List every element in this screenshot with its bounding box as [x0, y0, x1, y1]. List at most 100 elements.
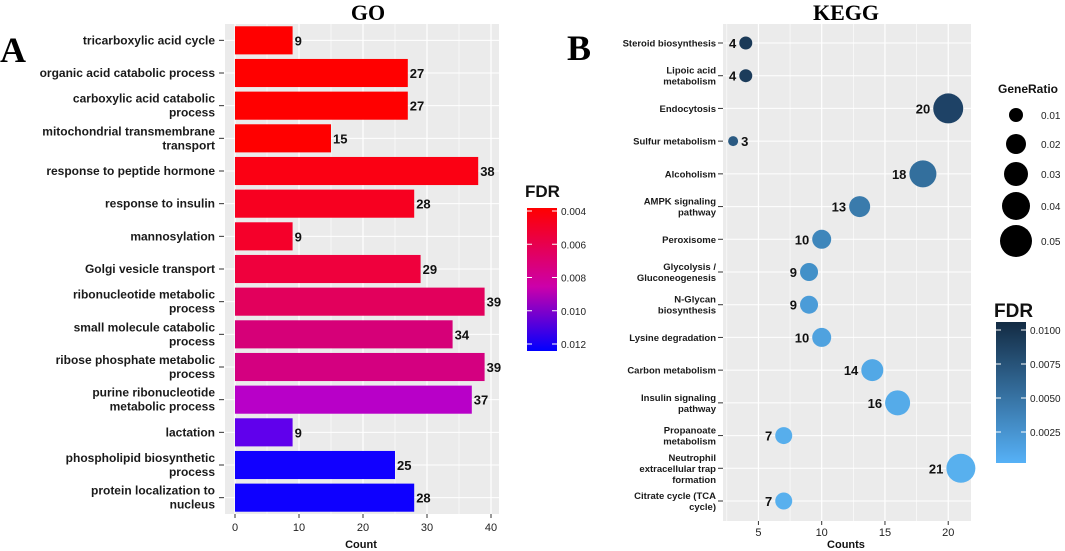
panel-letter-a: A — [0, 30, 26, 70]
kegg-x-axis-title: Counts — [827, 539, 865, 551]
kegg-x-tick-label: 5 — [755, 527, 761, 539]
go-legend-tick-label: 0.004 — [561, 207, 586, 218]
go-category-purine-ribonucleotide-metabolic-process: purine ribonucleotide metabolic process — [92, 386, 215, 414]
go-legend-tick-label: 0.008 — [561, 274, 586, 285]
kegg-legend-tick-label: 0.0050 — [1030, 394, 1061, 405]
go-data-label-tricarboxylic-acid-cycle: 9 — [295, 33, 302, 48]
go-data-label-organic-acid-catabolic-process: 27 — [410, 66, 424, 81]
kegg-data-label-propanoate-metabolism: 7 — [765, 429, 772, 444]
go-category-mitochondrial-transmembrane-transport: mitochondrial transmembrane transport — [42, 124, 215, 152]
go-category-mannosylation: mannosylation — [130, 229, 215, 243]
go-data-label-response-to-peptide-hormone: 38 — [480, 164, 494, 179]
generatio-legend-label: 0.02 — [1041, 140, 1061, 151]
kegg-data-label-insulin-signaling-pathway: 16 — [868, 396, 882, 411]
kegg-category-endocytosis: Endocytosis — [660, 104, 717, 115]
kegg-data-label-neutrophil-extracellular-trap-formation: 21 — [929, 461, 943, 476]
kegg-bubble-lipoic-acid-metabolism — [739, 69, 753, 83]
generatio-legend-bubble — [1009, 108, 1023, 122]
kegg-bubble-neutrophil-extracellular-trap-formation — [946, 453, 976, 483]
kegg-data-label-endocytosis: 20 — [916, 101, 930, 116]
go-category-carboxylic-acid-catabolic-process: carboxylic acid catabolic process — [73, 92, 215, 120]
generatio-legend-bubble — [1006, 134, 1026, 154]
generatio-legend-label: 0.04 — [1041, 202, 1061, 213]
go-data-label-phospholipid-biosynthetic-process: 25 — [397, 458, 411, 473]
go-bar-mannosylation — [235, 222, 293, 251]
go-bar-tricarboxylic-acid-cycle — [235, 26, 293, 55]
kegg-data-label-lysine-degradation: 10 — [795, 330, 809, 345]
kegg-bubble-chart: B KEGG 4 4 20 3 18 13 10 9 9 10 14 16 7 21 7 Steroid b… — [567, 0, 1061, 551]
kegg-bubble-sulfur-metabolism — [728, 136, 739, 147]
go-data-label-golgi-vesicle-transport: 29 — [423, 262, 437, 277]
kegg-legend-title: FDR — [994, 301, 1033, 322]
kegg-chart-title: KEGG — [813, 0, 879, 25]
go-bar-carboxylic-acid-catabolic-process — [235, 91, 408, 120]
kegg-legend-ticks: 0.0100 0.0075 0.0050 0.0025 — [996, 326, 1061, 439]
go-bars: 9 27 27 15 38 28 9 29 39 34 39 37 9 25 28 — [235, 26, 501, 512]
kegg-category-alcoholism: Alcoholism — [665, 169, 716, 180]
go-legend-title: FDR — [525, 182, 560, 201]
go-bar-golgi-vesicle-transport — [235, 254, 421, 284]
go-x-ticks: 0 10 20 30 40 — [232, 514, 497, 534]
kegg-legend-tick-label: 0.0100 — [1030, 326, 1061, 337]
go-category-ribonucleotide-metabolic-process: ribonucleotide metabolic process — [73, 288, 215, 316]
generatio-legend-label: 0.03 — [1041, 170, 1061, 181]
go-x-tick-label: 40 — [485, 522, 497, 534]
generatio-legend-bubble — [1004, 162, 1028, 186]
kegg-bubble-steroid-biosynthesis — [739, 36, 753, 50]
kegg-category-n-glycan-biosynthesis: N-Glycan biosynthesis — [658, 295, 716, 317]
go-data-label-protein-localization-to-nucleus: 28 — [416, 491, 430, 506]
go-data-label-ribonucleotide-metabolic-process: 39 — [487, 295, 501, 310]
kegg-category-steroid-biosynthesis: Steroid biosynthesis — [623, 39, 716, 50]
go-category-protein-localization-to-nucleus: protein localization to nucleus — [91, 484, 215, 512]
go-bar-organic-acid-catabolic-process — [235, 58, 408, 88]
go-legend-colorbar — [527, 208, 557, 351]
generatio-legend-bubble — [1002, 192, 1030, 220]
go-bar-ribose-phosphate-metabolic-process — [235, 352, 485, 382]
kegg-data-label-alcoholism: 18 — [892, 167, 906, 182]
kegg-category-lipoic-acid-metabolism: Lipoic acid metabolism — [663, 66, 716, 88]
go-x-tick-label: 30 — [421, 522, 433, 534]
go-data-label-ribose-phosphate-metabolic-process: 39 — [487, 360, 501, 375]
kegg-category-propanoate-metabolism: Propanoate metabolism — [663, 426, 716, 448]
kegg-category-lysine-degradation: Lysine degradation — [629, 333, 716, 344]
go-legend-tick-label: 0.010 — [561, 307, 586, 318]
go-data-label-carboxylic-acid-catabolic-process: 27 — [410, 99, 424, 114]
go-category-ribose-phosphate-metabolic-process: ribose phosphate metabolic process — [56, 353, 216, 381]
go-legend-ticks: 0.004 0.006 0.008 0.010 0.012 — [527, 207, 586, 351]
go-bar-response-to-peptide-hormone — [235, 156, 479, 186]
go-category-lactation: lactation — [166, 425, 215, 439]
go-bar-response-to-insulin — [235, 189, 415, 218]
kegg-category-insulin-signaling-pathway: Insulin signaling pathway — [641, 393, 717, 415]
go-category-small-molecule-catabolic-process: small molecule catabolic process — [74, 320, 216, 348]
kegg-data-label-n-glycan-biosynthesis: 9 — [790, 298, 797, 313]
kegg-x-tick-label: 10 — [816, 527, 828, 539]
generatio-legend-bubble — [1000, 225, 1032, 257]
kegg-x-tick-label: 15 — [879, 527, 891, 539]
go-bar-purine-ribonucleotide-metabolic-process — [235, 385, 472, 414]
kegg-data-label-steroid-biosynthesis: 4 — [729, 36, 737, 51]
kegg-data-label-ampk-signaling-pathway: 13 — [832, 200, 846, 215]
generatio-legend: GeneRatio 0.01 0.02 0.03 0.04 0.05 — [998, 82, 1061, 257]
panel-letter-b: B — [567, 28, 591, 68]
go-data-label-lactation: 9 — [295, 425, 302, 440]
go-category-response-to-insulin: response to insulin — [105, 197, 215, 211]
kegg-bubble-insulin-signaling-pathway — [885, 390, 911, 416]
go-x-tick-label: 20 — [357, 522, 369, 534]
generatio-legend-items: 0.01 0.02 0.03 0.04 0.05 — [1000, 108, 1061, 257]
go-data-label-mitochondrial-transmembrane-transport: 15 — [333, 131, 347, 146]
go-bar-protein-localization-to-nucleus — [235, 483, 415, 512]
kegg-category-ampk-signaling-pathway: AMPK signaling pathway — [644, 197, 717, 219]
kegg-category-carbon-metabolism: Carbon metabolism — [627, 366, 716, 377]
go-x-tick-label: 0 — [232, 522, 238, 534]
kegg-data-label-lipoic-acid-metabolism: 4 — [729, 69, 737, 84]
kegg-bubble-propanoate-metabolism — [775, 427, 793, 445]
go-bar-small-molecule-catabolic-process — [235, 320, 453, 349]
go-legend-tick-label: 0.012 — [561, 340, 586, 351]
kegg-bubble-carbon-metabolism — [861, 359, 884, 382]
kegg-category-neutrophil-extracellular-trap-formation: Neutrophil extracellular trap formation — [639, 453, 716, 486]
kegg-bubble-glycolysis-gluconeogenesis — [800, 263, 819, 281]
go-fdr-legend: FDR 0.004 0.006 0.008 0.010 0.012 — [525, 182, 586, 351]
go-category-phospholipid-biosynthetic-process: phospholipid biosynthetic process — [66, 451, 216, 479]
kegg-bubble-alcoholism — [909, 160, 937, 188]
